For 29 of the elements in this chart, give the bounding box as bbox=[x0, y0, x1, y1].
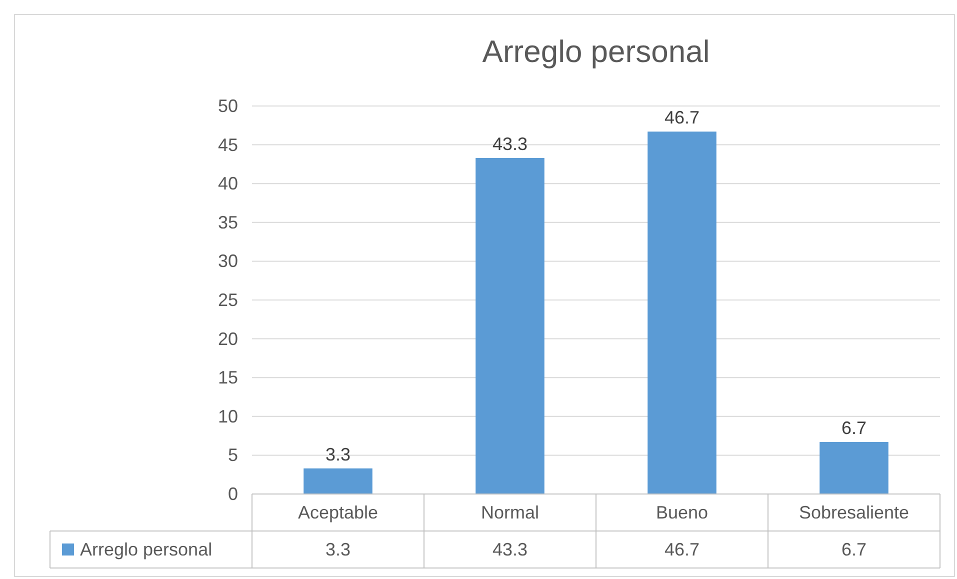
bar bbox=[476, 158, 544, 494]
y-tick-label: 15 bbox=[218, 368, 238, 388]
x-tick-label: Sobresaliente bbox=[798, 502, 910, 522]
y-tick-label: 10 bbox=[218, 406, 238, 426]
x-tick-label: Aceptable bbox=[298, 502, 378, 522]
data-label: 46.7 bbox=[664, 540, 700, 560]
y-tick-label: 35 bbox=[218, 212, 238, 232]
x-tick-label: Normal bbox=[480, 502, 540, 522]
bar bbox=[648, 132, 716, 494]
y-tick-label: 50 bbox=[218, 96, 238, 116]
bar bbox=[820, 442, 888, 494]
y-tick-label: 20 bbox=[218, 328, 238, 349]
bar bbox=[304, 468, 372, 494]
annotation: 6.7 bbox=[841, 418, 867, 438]
annotation: 3.3 bbox=[325, 444, 351, 464]
data-label: 3.3 bbox=[325, 540, 351, 560]
y-tick-label: 45 bbox=[218, 134, 238, 155]
y-tick-label: 0 bbox=[228, 484, 238, 504]
data-label: 43.3 bbox=[492, 540, 528, 560]
y-tick-label: 30 bbox=[218, 251, 238, 272]
annotation: 43.3 bbox=[492, 134, 528, 154]
y-tick-label: 25 bbox=[218, 290, 238, 310]
chart-title: Arreglo personal bbox=[482, 34, 710, 69]
data-label: 6.7 bbox=[841, 540, 867, 560]
annotation: 46.7 bbox=[664, 108, 700, 128]
y-tick-label: 40 bbox=[218, 174, 238, 194]
y-tick-label: 5 bbox=[228, 445, 238, 466]
legend-label: Arreglo personal bbox=[80, 540, 212, 560]
x-tick-label: Bueno bbox=[656, 502, 708, 522]
